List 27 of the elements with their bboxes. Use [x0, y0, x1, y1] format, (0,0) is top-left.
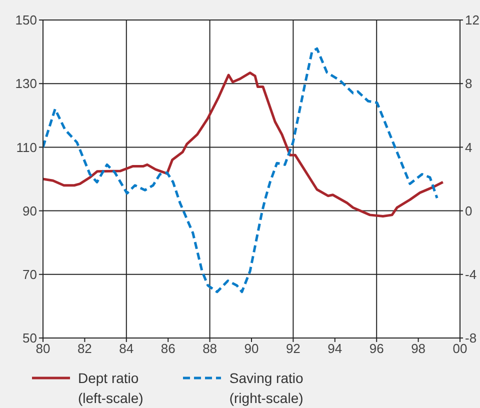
x-tick-label: 82	[77, 341, 92, 356]
legend-label: Saving ratio (right-scale)	[229, 369, 304, 408]
y2-tick-label: -4	[465, 267, 477, 282]
x-tick-label: 94	[328, 341, 342, 356]
y2-tick-label: 8	[465, 76, 472, 92]
x-tick-label: 96	[369, 341, 384, 356]
y2-tick-label: 12	[465, 12, 480, 28]
x-tick-label: 90	[244, 341, 259, 356]
y2-tick-label: -8	[465, 330, 477, 346]
y-tick-label: 90	[22, 203, 37, 218]
y-tick-label: 150	[15, 12, 37, 28]
y2-tick-label: 0	[465, 203, 472, 218]
x-tick-label: 00	[452, 341, 468, 356]
x-tick-label: 80	[36, 341, 50, 356]
x-tick-label: 84	[119, 341, 134, 356]
line-series	[43, 47, 438, 294]
y-tick-label: 130	[15, 76, 37, 92]
x-tick-label: 92	[286, 341, 300, 356]
x-tick-label: 88	[202, 341, 218, 356]
x-tick-label: 86	[160, 341, 176, 356]
y-tick-label: 70	[22, 267, 37, 282]
y-tick-label: 50	[22, 330, 37, 346]
x-tick-label: 98	[411, 341, 426, 356]
y-tick-label: 110	[16, 140, 37, 155]
y2-tick-label: 4	[465, 140, 472, 155]
legend-label: Dept ratio (left-scale)	[78, 369, 144, 408]
line-series	[43, 72, 444, 218]
